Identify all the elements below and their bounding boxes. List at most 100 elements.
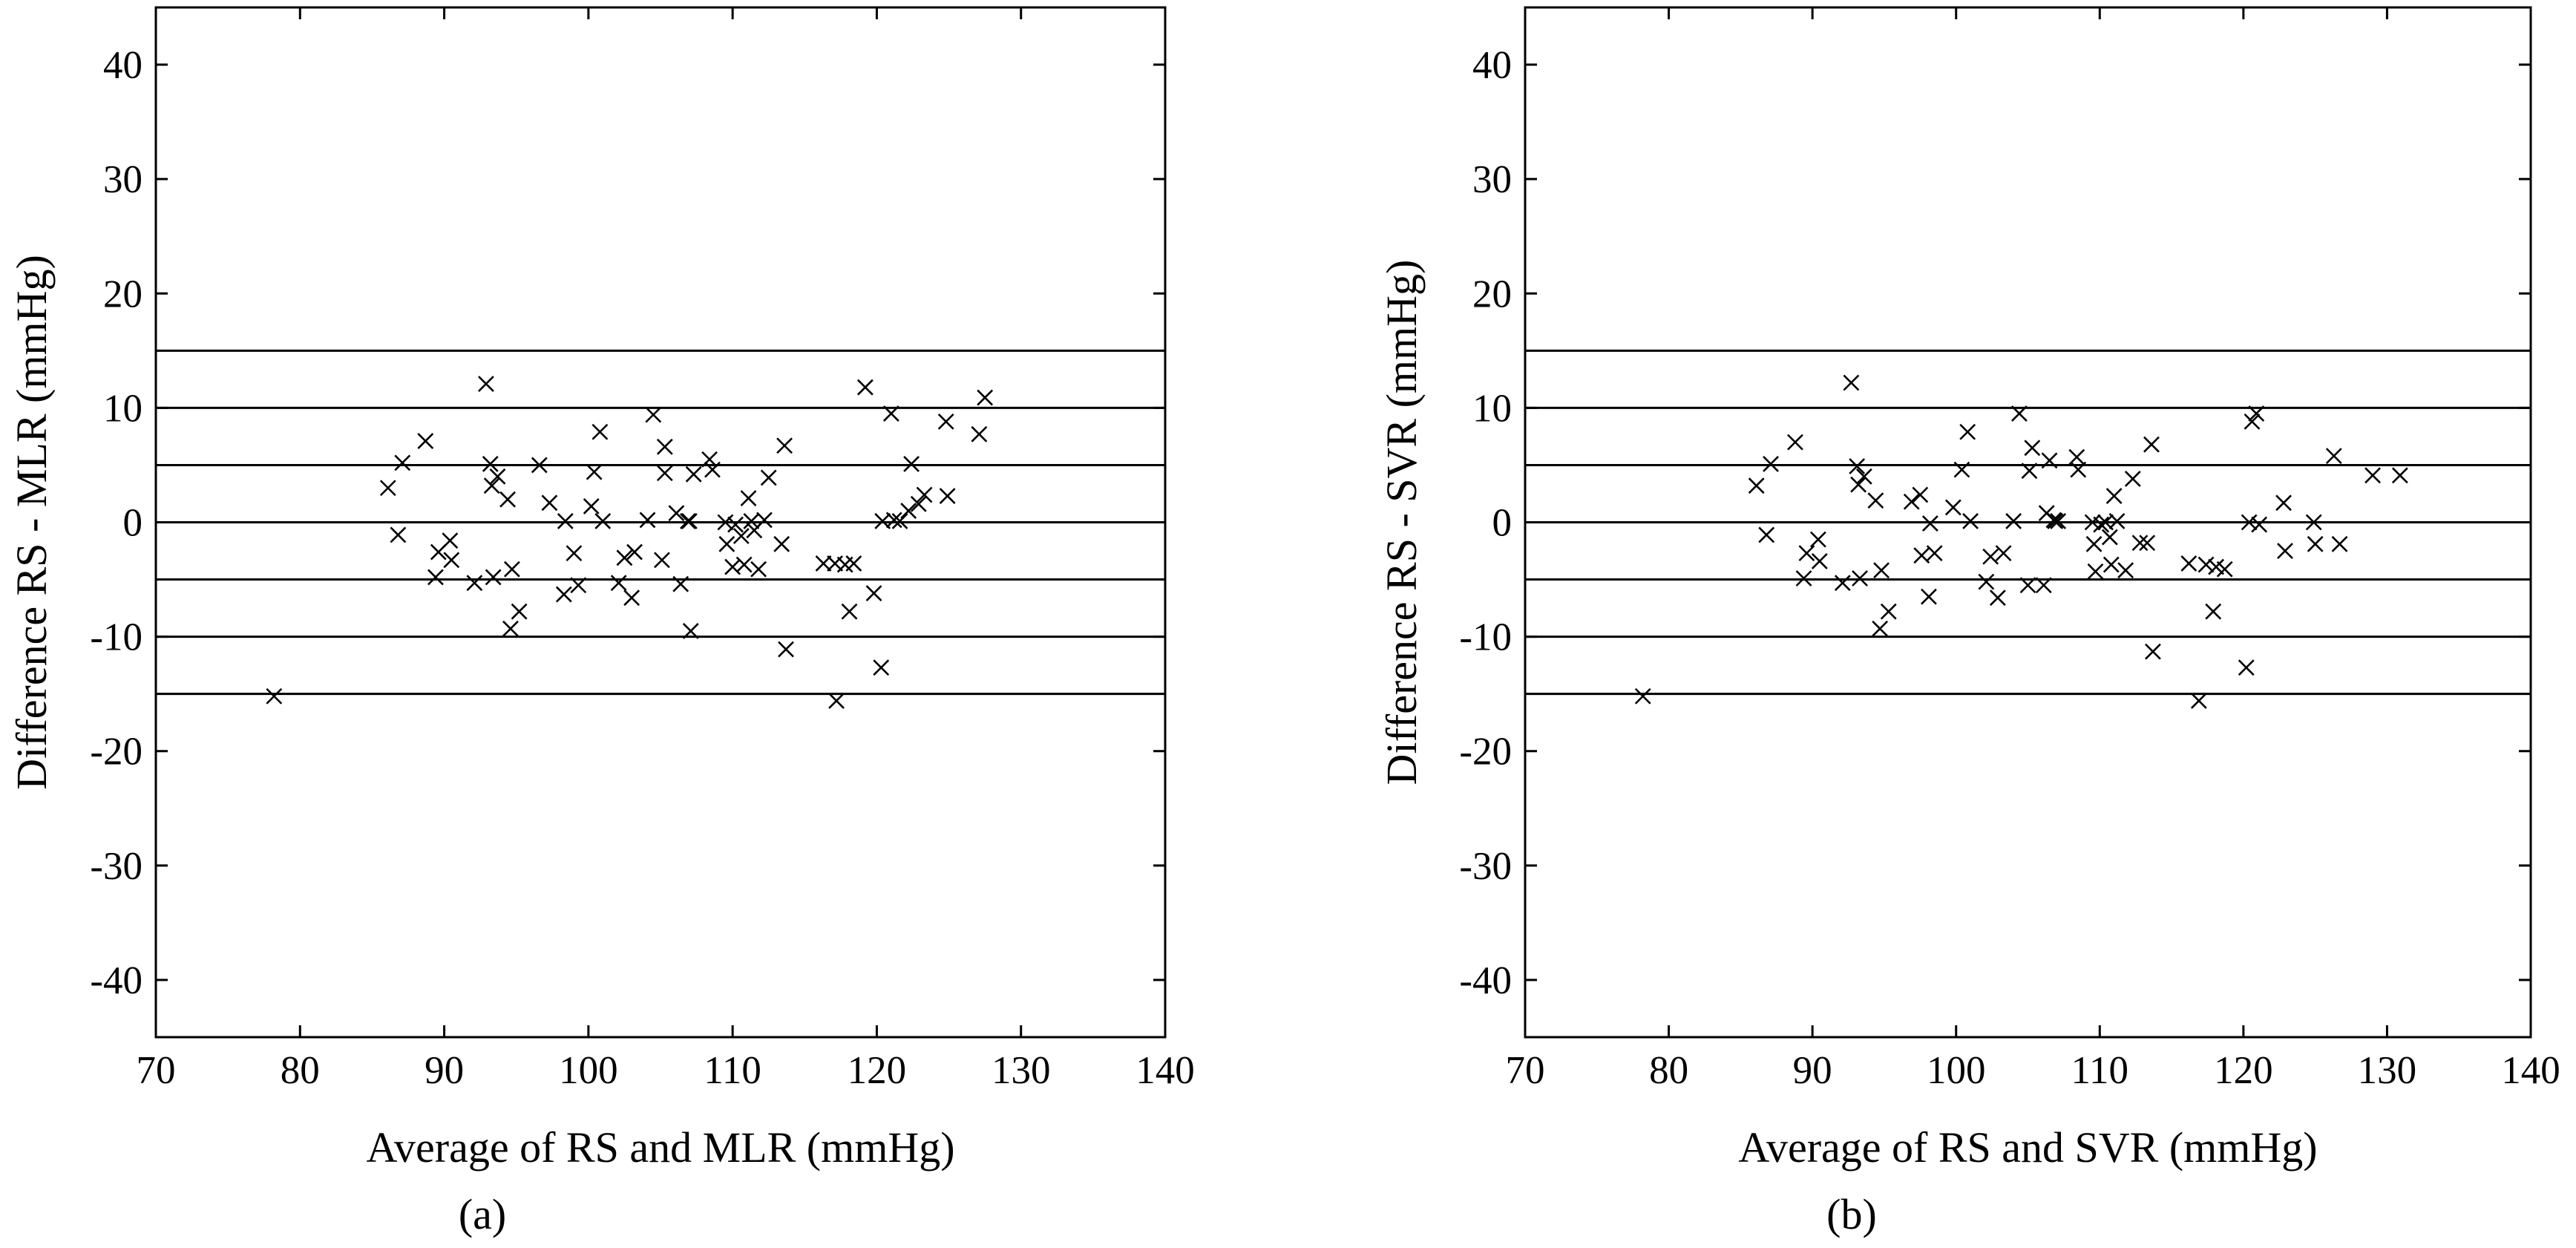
data-point [1921, 515, 1938, 532]
data-point-stroke [485, 569, 502, 586]
data-point-stroke [1843, 374, 1860, 391]
y-tick-label: 10 [1472, 387, 1512, 430]
data-point-stroke [743, 513, 760, 529]
data-point-stroke [1880, 603, 1897, 620]
data-point [583, 498, 600, 514]
data-point-stroke [756, 512, 773, 529]
data-point-stroke [417, 433, 434, 450]
data-point [2190, 692, 2207, 709]
data-point-stroke [865, 585, 882, 601]
data-point-stroke [656, 438, 673, 455]
data-point-stroke [874, 513, 891, 529]
data-point [2101, 529, 2118, 546]
data-point [483, 477, 500, 494]
data-point [2087, 563, 2104, 580]
x-tick-label: 120 [848, 1049, 907, 1092]
data-point [2047, 513, 2064, 529]
data-point [2070, 461, 2087, 478]
data-point [2143, 436, 2160, 453]
x-tick-label: 90 [1793, 1049, 1832, 1092]
data-point-stroke [718, 535, 735, 552]
data-point [828, 692, 845, 709]
data-point [701, 451, 718, 468]
data-point [900, 503, 917, 520]
data-point [891, 513, 908, 529]
x-tick-label: 80 [1649, 1049, 1688, 1092]
data-point-stroke [555, 586, 572, 603]
panel-caption: (a) [459, 1190, 506, 1238]
data-point [2021, 463, 2038, 480]
data-point [502, 620, 519, 637]
data-point [903, 455, 920, 472]
data-point-stroke [2190, 692, 2207, 709]
data-point [873, 659, 890, 676]
data-point [570, 577, 587, 594]
y-tick-label: 30 [1472, 158, 1512, 201]
data-point [778, 641, 794, 658]
data-point-stroke [2251, 516, 2268, 533]
data-point-stroke [2364, 467, 2381, 484]
data-point-stroke [682, 622, 699, 639]
data-point [776, 437, 793, 454]
data-point [2216, 561, 2233, 578]
data-point-stroke [2035, 577, 2052, 594]
data-point-stroke [2070, 461, 2087, 478]
data-point [2305, 514, 2322, 531]
data-point [482, 455, 499, 472]
data-point [1843, 374, 1860, 391]
data-point-stroke [1852, 570, 1868, 587]
data-point [910, 495, 927, 512]
x-tick-label: 100 [559, 1049, 618, 1092]
data-point [939, 488, 956, 504]
data-point [2131, 535, 2149, 552]
data-point [1849, 458, 1866, 474]
data-point [566, 545, 583, 562]
data-point-stroke [2021, 463, 2038, 480]
data-point-stroke [1962, 513, 1979, 529]
data-point [499, 491, 516, 508]
x-tick-label: 130 [992, 1049, 1051, 1092]
y-tick-label: 20 [1472, 272, 1512, 316]
data-point-stroke [1795, 570, 1812, 587]
y-tick-label: 20 [103, 272, 142, 316]
data-point-stroke [645, 406, 662, 423]
data-point-stroke [499, 491, 516, 508]
data-point [2103, 556, 2120, 573]
data-point [1872, 620, 1889, 637]
data-point-stroke [2105, 488, 2123, 504]
data-point [727, 516, 744, 533]
data-point [656, 438, 673, 455]
data-point [971, 425, 988, 442]
data-point-stroke [916, 486, 933, 503]
data-point [679, 513, 696, 529]
data-point-stroke [610, 575, 627, 592]
data-point-stroke [639, 512, 656, 529]
y-tick-label: -40 [1459, 959, 1512, 1002]
data-point [1786, 434, 1803, 451]
data-point [1809, 531, 1826, 548]
data-point-stroke [2093, 516, 2110, 533]
data-point-stroke [586, 463, 603, 480]
data-point [616, 549, 633, 566]
data-point-stroke [778, 641, 794, 658]
y-tick-label: 10 [103, 387, 142, 430]
data-point-stroke [557, 513, 574, 529]
data-point-stroke [2244, 413, 2261, 430]
data-point [760, 469, 777, 486]
data-point [2205, 603, 2222, 620]
data-point [2248, 405, 2265, 422]
x-tick-label: 120 [2214, 1049, 2273, 1092]
data-point [937, 413, 954, 430]
data-point [1982, 548, 1999, 565]
data-point [733, 528, 750, 544]
data-point [639, 512, 656, 529]
data-point [672, 575, 689, 592]
data-point [489, 468, 506, 485]
y-tick-label: -10 [90, 616, 142, 659]
data-point-stroke [1944, 499, 1962, 516]
data-point-stroke [873, 659, 890, 676]
data-point [1953, 461, 1970, 478]
data-point-stroke [679, 513, 696, 529]
data-point-stroke [750, 561, 767, 578]
data-point-stroke [2124, 471, 2141, 487]
